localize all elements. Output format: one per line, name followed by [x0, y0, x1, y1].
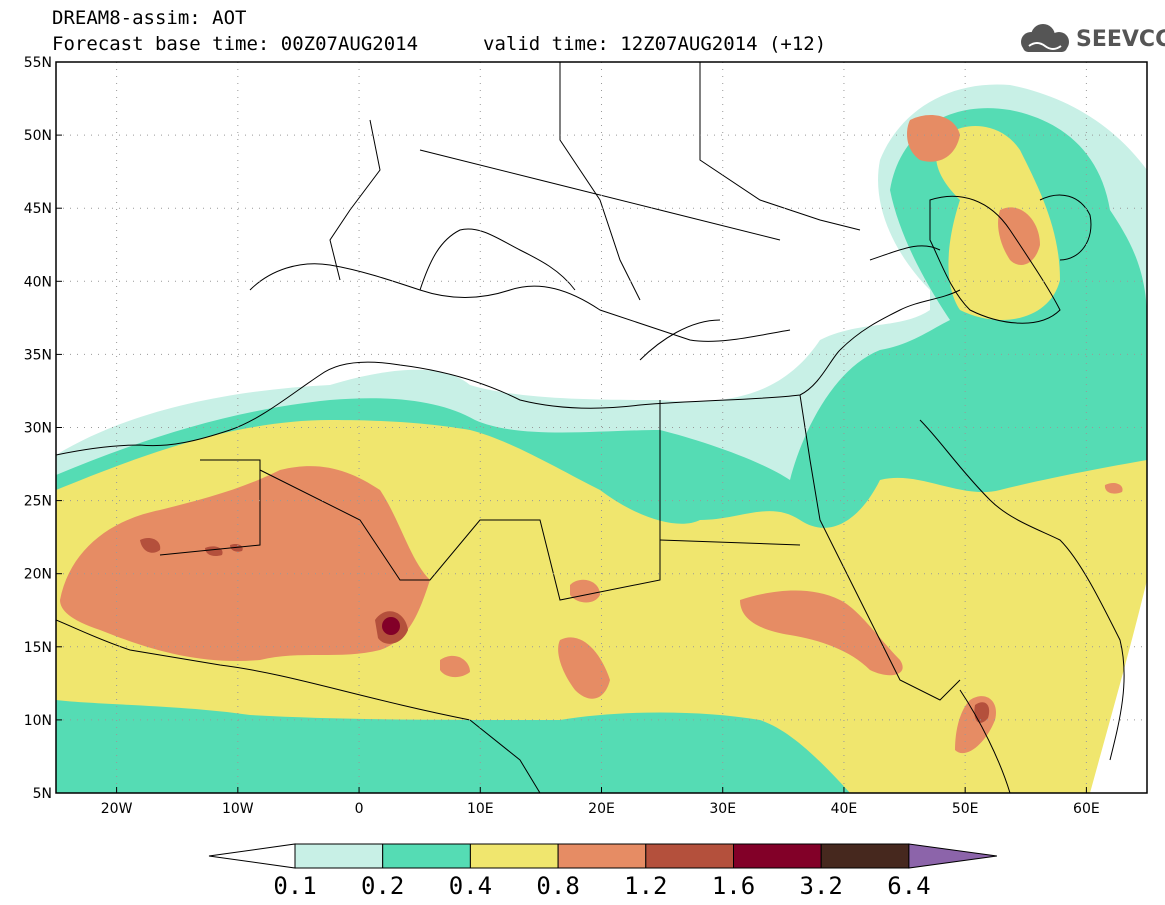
colorbar-level-label: 1.2	[624, 872, 668, 900]
lat-label: 25N	[24, 494, 52, 510]
forecast-base-time: Forecast base time: 00Z07AUG2014	[52, 33, 419, 55]
colorbar-level-label: 6.4	[887, 872, 931, 900]
logo-text: SEEVCCC	[1076, 27, 1165, 52]
lat-label: 40N	[24, 274, 52, 290]
colorbar-box	[820, 843, 910, 869]
colorbar-box	[382, 843, 471, 869]
lat-label: 50N	[24, 128, 52, 144]
colorbar-level-label: 0.8	[536, 872, 580, 900]
lon-label: 40E	[831, 801, 858, 817]
colorbar-min-arrow	[208, 843, 296, 869]
lat-label: 55N	[24, 55, 52, 71]
colorbar-level-label: 0.4	[448, 872, 493, 900]
valid-time: valid time: 12Z07AUG2014 (+12)	[483, 33, 827, 55]
grid-lines	[56, 62, 1147, 793]
coastlines	[56, 62, 1125, 793]
colorbar-box	[294, 843, 384, 869]
lon-label: 60E	[1073, 801, 1100, 817]
lon-label: 0	[355, 801, 364, 817]
lon-label: 20E	[588, 801, 615, 817]
colorbar-level-label: 0.1	[273, 872, 317, 900]
colorbar-level-label: 1.6	[711, 872, 756, 900]
lat-label: 10N	[24, 713, 52, 729]
lat-label: 35N	[24, 347, 52, 363]
cloud-icon	[1021, 24, 1069, 52]
lon-label: 50E	[952, 801, 979, 817]
aot-field	[56, 84, 1147, 793]
colorbar-max-arrow	[908, 843, 997, 869]
lat-label: 20N	[24, 567, 52, 583]
lat-label: 15N	[24, 640, 52, 656]
lon-label: 10E	[467, 801, 494, 817]
colorbar-level-label: 0.2	[361, 872, 405, 900]
lon-label: 30E	[709, 801, 736, 817]
colorbar	[208, 843, 997, 869]
lon-label: 20W	[101, 801, 133, 817]
map-title: DREAM8-assim: AOT	[52, 7, 247, 29]
lat-label: 5N	[33, 786, 52, 802]
colorbar-box	[469, 843, 559, 869]
colorbar-box	[733, 843, 822, 869]
lat-label: 45N	[24, 201, 52, 217]
lat-label: 30N	[24, 421, 52, 437]
colorbar-box	[645, 843, 734, 869]
colorbar-box	[557, 843, 647, 869]
lon-label: 10W	[222, 801, 254, 817]
colorbar-level-label: 3.2	[799, 872, 843, 900]
